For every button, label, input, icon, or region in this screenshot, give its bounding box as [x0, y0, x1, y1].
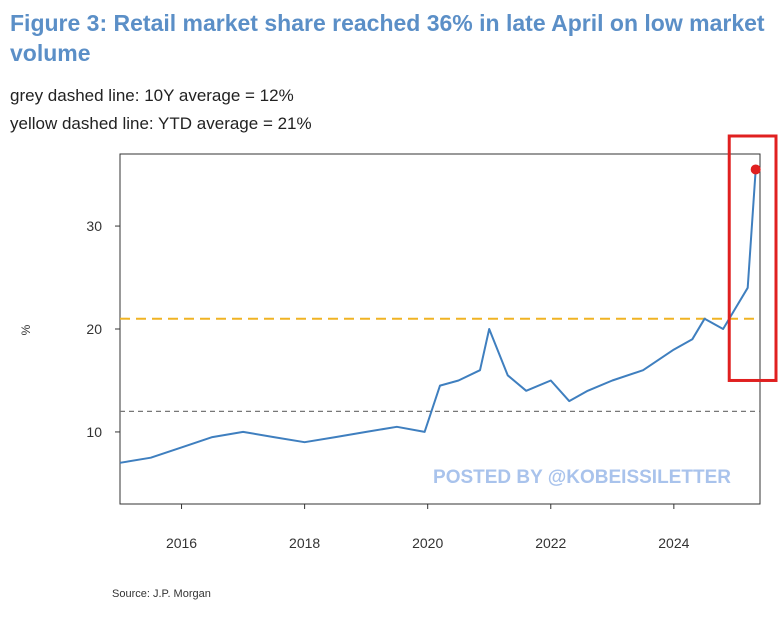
subtitle-grey-line-note: grey dashed line: 10Y average = 12% [10, 86, 294, 105]
x-tick-label: 2024 [658, 535, 689, 551]
figure-title: Figure 3: Retail market share reached 36… [10, 10, 765, 66]
peak-marker [750, 164, 761, 175]
y-axis: 10 20 30 [86, 218, 120, 440]
source-note: Source: J.P. Morgan [112, 588, 211, 600]
recent-highlight-box [727, 134, 778, 382]
y-tick-label: 30 [86, 218, 102, 234]
y-tick-label: 20 [86, 321, 102, 337]
x-tick-label: 2016 [166, 535, 197, 551]
x-tick-label: 2018 [289, 535, 320, 551]
x-tick-label: 2022 [535, 535, 566, 551]
plot-area [119, 153, 761, 505]
watermark-text: POSTED BY @KOBEISSILETTER [433, 467, 731, 488]
subtitle-yellow-line-note: yellow dashed line: YTD average = 21% [10, 114, 312, 133]
x-tick-label: 2020 [412, 535, 443, 551]
y-axis-label: % [19, 324, 33, 335]
y-tick-label: 10 [86, 424, 102, 440]
x-axis: 2016 2018 2020 2022 2024 [166, 504, 690, 551]
retail-share-series-line [119, 169, 757, 464]
